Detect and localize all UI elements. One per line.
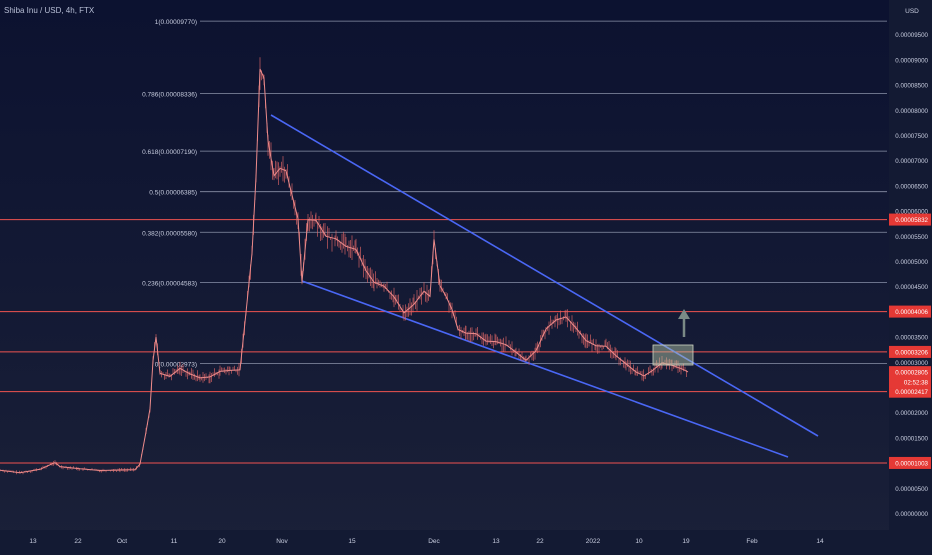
fib-level-label: 0.618(0.00007190): [142, 149, 197, 156]
countdown-label: 02:52:38: [904, 380, 929, 387]
price-level-badge: [889, 456, 931, 469]
x-tick-label: 10: [635, 538, 643, 545]
y-tick-label: 0.00008000: [895, 108, 928, 115]
price-level-badge: [889, 385, 931, 398]
x-tick-label: 11: [171, 538, 178, 545]
price-level-badge-label: 0.00003206: [895, 349, 928, 356]
price-level-badge-label: 0.00001003: [895, 460, 928, 467]
chart-title: Shiba Inu / USD, 4h, FTX: [4, 6, 95, 15]
price-level-badge-label: 0.00002417: [895, 389, 928, 396]
y-tick-label: 0.00004500: [895, 284, 928, 291]
x-tick-label: 2022: [586, 538, 601, 545]
up-arrow-head: [678, 309, 690, 319]
price-level-badge: [889, 345, 931, 358]
x-tick-label: 14: [816, 538, 824, 545]
y-tick-label: 0.00000500: [895, 486, 928, 493]
upper-trendline: [270, 114, 819, 437]
lower-trendline: [301, 280, 789, 458]
x-tick-label: 13: [29, 538, 37, 545]
fib-level-label: 0.236(0.00004583): [142, 281, 197, 288]
y-tick-label: 0.00008500: [895, 83, 928, 90]
price-level-badge: [889, 305, 931, 318]
fib-level-label: 0.382(0.00005580): [142, 230, 197, 237]
fib-level-label: 0(0.00002973): [155, 362, 197, 369]
current-price-badge: [889, 366, 931, 389]
y-tick-label: 0.00009500: [895, 32, 928, 39]
currency-label: USD: [905, 8, 919, 15]
y-tick-label: 0.00002000: [895, 410, 928, 417]
breakout-box: [652, 344, 694, 366]
price-level-badge-label: 0.00004006: [895, 309, 928, 316]
y-tick-label: 0.00000000: [895, 511, 928, 518]
fib-level-label: 0.5(0.00006385): [149, 190, 197, 197]
fib-level-label: 0.786(0.00008336): [142, 91, 197, 98]
y-tick-label: 0.00005000: [895, 259, 928, 266]
x-tick-label: 22: [536, 538, 544, 545]
x-tick-label: 19: [682, 538, 690, 545]
y-tick-label: 0.00001500: [895, 435, 928, 442]
y-tick-label: 0.00007000: [895, 158, 928, 165]
price-series: [0, 68, 689, 474]
x-tick-label: Oct: [117, 538, 127, 545]
y-tick-label: 0.00003000: [895, 360, 928, 367]
x-tick-label: Dec: [428, 538, 440, 545]
x-tick-label: Feb: [746, 538, 758, 545]
x-tick-label: 22: [74, 538, 82, 545]
price-level-badge-label: 0.00005832: [895, 217, 928, 224]
time-axis-background: [0, 530, 932, 550]
y-tick-label: 0.00007500: [895, 133, 928, 140]
x-tick-label: Nov: [276, 538, 288, 545]
x-tick-label: 20: [218, 538, 226, 545]
y-tick-label: 0.00005500: [895, 234, 928, 241]
current-price-label: 0.00002805: [895, 370, 928, 377]
y-tick-label: 0.00009000: [895, 57, 928, 64]
y-tick-label: 0.00006000: [895, 209, 928, 216]
y-tick-label: 0.00006500: [895, 183, 928, 190]
price-level-badge: [889, 213, 931, 226]
fib-level-label: 1(0.00009770): [155, 19, 197, 26]
x-tick-label: 15: [348, 538, 356, 545]
x-tick-label: 13: [492, 538, 500, 545]
y-tick-label: 0.00003500: [895, 335, 928, 342]
